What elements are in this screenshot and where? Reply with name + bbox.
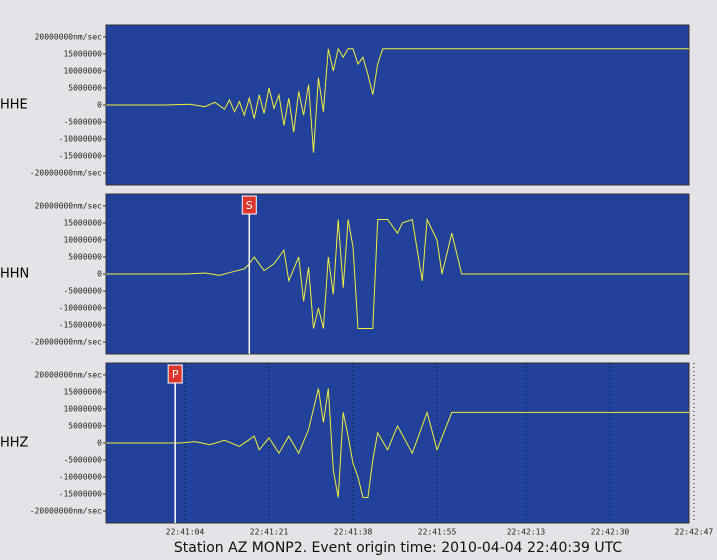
y-tick-label: -20000000nm/sec (30, 169, 102, 178)
waveform (106, 217, 689, 329)
y-tick-label: -15000000 (59, 321, 103, 330)
y-tick-label: -10000000 (59, 304, 103, 313)
y-tick-label: 15000000 (63, 387, 102, 396)
y-tick-label: 0 (97, 439, 102, 448)
y-tick-label: -5000000 (63, 287, 102, 296)
waveform (106, 388, 689, 498)
y-tick-label: -10000000 (59, 135, 103, 144)
y-tick-label: 5000000 (68, 421, 102, 430)
y-tick-label: 5000000 (68, 83, 102, 92)
figure-caption: Station AZ MONP2. Event origin time: 201… (174, 540, 622, 556)
y-tick-label: 5000000 (68, 252, 102, 261)
x-tick-label: 22:41:55 (418, 528, 457, 537)
y-tick-label: 20000000nm/sec (35, 370, 103, 379)
x-tick-label: 22:41:04 (166, 528, 205, 537)
y-tick-label: 0 (97, 270, 102, 279)
channel-label: HHN (0, 267, 29, 282)
y-tick-label: -20000000nm/sec (30, 507, 102, 516)
channel-label: HHE (0, 98, 28, 113)
x-tick-label: 22:42:47 (675, 528, 714, 537)
plot-area (105, 362, 690, 524)
y-tick-label: 0 (97, 101, 102, 110)
y-tick-label: 20000000nm/sec (35, 201, 103, 210)
y-tick-label: 10000000 (63, 404, 102, 413)
phase-pick-label: P (172, 368, 179, 381)
x-tick-label: 22:42:30 (591, 528, 630, 537)
phase-pick-label: S (246, 199, 253, 212)
y-tick-label: -15000000 (59, 490, 103, 499)
waveform (106, 47, 689, 153)
x-tick-label: 22:41:38 (334, 528, 373, 537)
y-tick-label: -15000000 (59, 152, 103, 161)
y-tick-label: -20000000nm/sec (30, 338, 102, 347)
y-tick-label: 20000000nm/sec (35, 32, 103, 41)
y-tick-label: 15000000 (63, 218, 102, 227)
y-tick-label: -5000000 (63, 118, 102, 127)
y-tick-label: -5000000 (63, 456, 102, 465)
y-tick-label: 15000000 (63, 49, 102, 58)
x-tick-label: 22:42:13 (507, 528, 546, 537)
y-tick-label: 10000000 (63, 66, 102, 75)
x-tick-label: 22:41:21 (250, 528, 289, 537)
phase-pick-flag (167, 364, 183, 384)
y-tick-label: 10000000 (63, 235, 102, 244)
plot-area (105, 24, 690, 186)
y-tick-label: -10000000 (59, 473, 103, 482)
phase-pick-flag (241, 195, 257, 215)
channel-label: HHZ (0, 436, 29, 451)
